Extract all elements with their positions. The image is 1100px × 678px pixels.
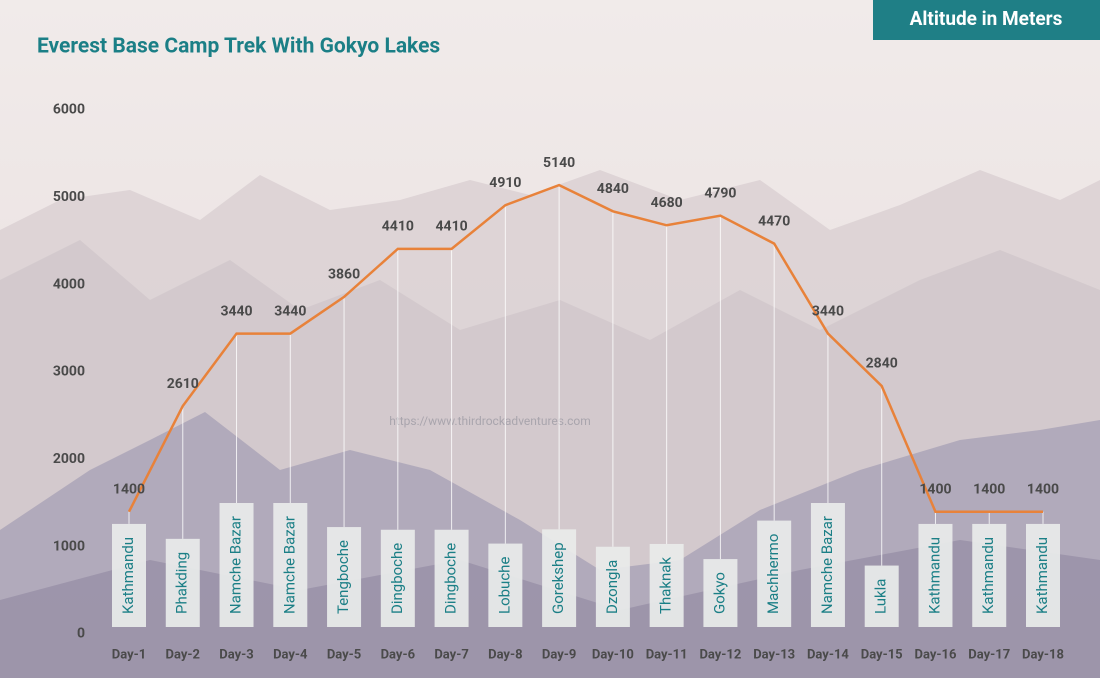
place-box — [273, 503, 308, 627]
place-label: Kathmandu — [119, 537, 137, 614]
x-tick-label: Day-5 — [327, 647, 361, 662]
place-box — [380, 529, 415, 627]
value-label: 1400 — [113, 481, 145, 497]
value-label: 3440 — [812, 303, 844, 319]
place-box — [595, 546, 630, 627]
place-label: Lobuche — [495, 557, 513, 614]
x-tick-label: Day-18 — [1022, 647, 1064, 662]
place-box — [810, 503, 845, 627]
place-label: Dingboche — [388, 543, 406, 614]
place-box — [434, 529, 469, 627]
place-label: Machhermo — [764, 534, 782, 614]
value-label: 4790 — [704, 185, 736, 201]
value-label: 2840 — [866, 356, 898, 372]
place-label: Phakding — [173, 552, 191, 614]
place-box — [488, 543, 523, 627]
place-box — [165, 538, 200, 627]
x-tick-label: Day-6 — [381, 647, 416, 662]
value-label: 4910 — [489, 175, 521, 191]
x-tick-label: Day-2 — [166, 647, 200, 662]
place-label: Gokyo — [710, 572, 728, 614]
y-tick-label: 3000 — [53, 364, 85, 380]
value-label: 3860 — [328, 267, 360, 283]
place-label: Kathmandu — [925, 537, 943, 614]
y-tick-label: 6000 — [53, 102, 85, 118]
x-tick-label: Day-13 — [753, 647, 795, 662]
x-tick-label: Day-14 — [807, 647, 849, 662]
badge: Altitude in Meters — [910, 7, 1063, 30]
place-label: Namche Bazar — [818, 516, 836, 614]
place-label: Kathmandu — [979, 537, 997, 614]
chart-title: Everest Base Camp Trek With Gokyo Lakes — [37, 35, 440, 59]
value-label: 3440 — [220, 303, 252, 319]
place-label: Lukla — [872, 579, 890, 614]
value-label: 1400 — [1027, 481, 1059, 497]
place-label: Thaknak — [657, 557, 675, 614]
place-box — [972, 523, 1007, 627]
x-tick-label: Day-10 — [592, 647, 634, 662]
place-box — [864, 565, 899, 627]
y-tick-label: 1000 — [53, 538, 85, 554]
x-tick-label: Day-16 — [915, 647, 957, 662]
value-label: 1400 — [919, 481, 951, 497]
x-tick-label: Day-12 — [699, 647, 741, 662]
value-label: 2610 — [167, 376, 199, 392]
value-label: 1400 — [973, 481, 1005, 497]
place-label: Dingboche — [442, 543, 460, 614]
place-box — [703, 559, 738, 627]
place-box — [112, 523, 146, 627]
x-tick-label: Day-9 — [542, 647, 576, 662]
place-label: Dzongla — [603, 560, 621, 614]
place-box — [219, 503, 254, 627]
badge-box — [873, 0, 1100, 40]
place-label: Gorekshep — [549, 542, 567, 614]
x-tick-label: Day-3 — [219, 647, 253, 662]
altitude-line — [127, 183, 1043, 513]
value-label: 4410 — [382, 219, 414, 235]
place-box — [327, 527, 362, 627]
place-label: Kathmandu — [1033, 537, 1051, 614]
x-tick-label: Day-15 — [861, 647, 903, 662]
place-box — [1026, 523, 1060, 627]
value-label: 3440 — [274, 303, 306, 319]
x-tick-label: Day-7 — [434, 647, 468, 662]
x-tick-label: Day-17 — [968, 647, 1010, 662]
x-tick-label: Day-4 — [273, 647, 308, 662]
y-tick-label: 2000 — [53, 451, 85, 467]
value-label: 4410 — [436, 219, 468, 235]
y-tick-label: 4000 — [53, 276, 85, 292]
place-label: Namche Bazar — [280, 516, 298, 614]
value-label: 4680 — [651, 195, 683, 211]
x-tick-label: Day-11 — [646, 647, 688, 662]
place-box — [757, 520, 792, 627]
watermark: https://www.thirdrockadventures.com — [389, 414, 591, 428]
y-tick-label: 0 — [77, 626, 85, 642]
value-label: 5140 — [543, 155, 575, 171]
place-box — [649, 543, 684, 627]
x-tick-label: Day-8 — [488, 647, 522, 662]
value-label: 4840 — [597, 181, 629, 197]
value-label: 4470 — [758, 213, 790, 229]
x-tick-label: Day-1 — [112, 647, 146, 662]
place-box — [542, 529, 577, 627]
place-box — [918, 523, 953, 627]
y-tick-label: 5000 — [53, 189, 85, 205]
place-label: Namche Bazar — [226, 516, 244, 614]
place-label: Tengboche — [334, 540, 352, 614]
